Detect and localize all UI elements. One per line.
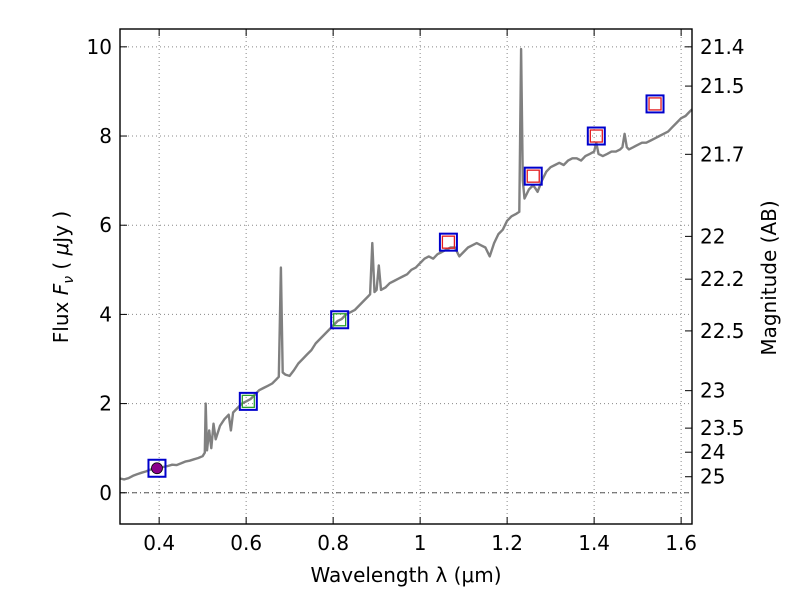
y2-tick-label: 23.5 xyxy=(700,416,745,440)
y-axis-label-post: Jy ) xyxy=(49,211,73,245)
photometry-marker xyxy=(589,129,603,143)
y-tick-label: 6 xyxy=(99,213,112,237)
y-axis-label-sub: ν xyxy=(61,276,77,284)
y2-tick-label: 22.2 xyxy=(700,267,745,291)
y-tick-label: 10 xyxy=(87,35,112,59)
y-tick-label: 8 xyxy=(99,124,112,148)
y-tick-label: 4 xyxy=(99,302,112,326)
photometry-box xyxy=(586,126,606,146)
photometry-marker xyxy=(526,169,540,183)
photometry-box xyxy=(330,310,350,330)
secondary-y-axis-label: Magnitude (AB) xyxy=(757,200,781,355)
photometry-marker xyxy=(241,394,255,409)
photometry-marker xyxy=(648,97,662,111)
photometry-box xyxy=(645,94,665,114)
y2-tick-label: 23 xyxy=(700,379,725,403)
photometry-marker xyxy=(333,313,347,327)
y2-tick-label: 21.7 xyxy=(700,142,745,166)
photometry-point xyxy=(147,458,167,478)
photometry-box xyxy=(438,232,458,252)
photometry-point xyxy=(438,232,458,252)
x-tick-label: 0.4 xyxy=(143,531,175,555)
x-tick-label: 0.8 xyxy=(317,531,349,555)
x-tick-label: 0.6 xyxy=(230,531,262,555)
plot-frame xyxy=(119,28,693,525)
y2-tick-label: 25 xyxy=(700,465,725,489)
photometry-marker xyxy=(151,462,163,475)
photometry-box xyxy=(238,391,258,411)
photometry-marker xyxy=(441,235,456,249)
y-axis-label-f: F xyxy=(49,283,73,295)
y2-tick-label: 21.5 xyxy=(700,74,745,98)
photometry-point xyxy=(645,94,665,114)
x-tick-label: 1.6 xyxy=(665,531,697,555)
photometry-box xyxy=(147,458,167,478)
y2-tick-label: 22 xyxy=(700,224,725,248)
y-axis-label-mid: ( xyxy=(49,255,73,276)
y-tick-label: 2 xyxy=(99,392,112,416)
photometry-point xyxy=(586,126,606,146)
y2-tick-label: 24 xyxy=(700,440,725,464)
x-tick-label: 1 xyxy=(414,531,427,555)
photometry-point xyxy=(523,166,543,186)
y2-tick-label: 22.5 xyxy=(700,319,745,343)
spectrum-series xyxy=(119,47,693,481)
photometry-points xyxy=(147,94,665,478)
y-axis-label-pre: Flux xyxy=(49,295,73,343)
y-axis-label-mu: μ xyxy=(49,243,73,257)
y-tick-label: 0 xyxy=(99,481,112,505)
photometry-point xyxy=(330,310,350,330)
photometry-point xyxy=(238,391,258,411)
spectrum-line xyxy=(119,47,693,481)
plot-axes xyxy=(119,28,693,525)
photometry-box xyxy=(523,166,543,186)
x-tick-label: 1.2 xyxy=(491,531,523,555)
y2-tick-label: 21.4 xyxy=(700,35,745,59)
y-axis-label: Flux Fν ( μJy ) xyxy=(49,211,77,343)
x-axis-label: Wavelength λ (μm) xyxy=(310,563,501,587)
x-tick-label: 1.4 xyxy=(578,531,610,555)
